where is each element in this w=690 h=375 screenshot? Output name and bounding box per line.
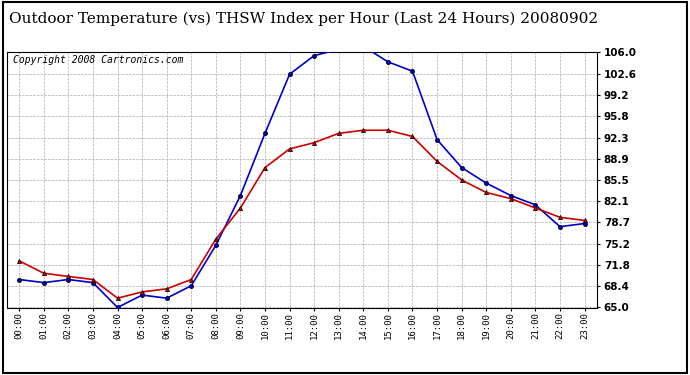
Text: Copyright 2008 Cartronics.com: Copyright 2008 Cartronics.com	[13, 55, 183, 65]
Text: Outdoor Temperature (vs) THSW Index per Hour (Last 24 Hours) 20080902: Outdoor Temperature (vs) THSW Index per …	[9, 11, 598, 26]
